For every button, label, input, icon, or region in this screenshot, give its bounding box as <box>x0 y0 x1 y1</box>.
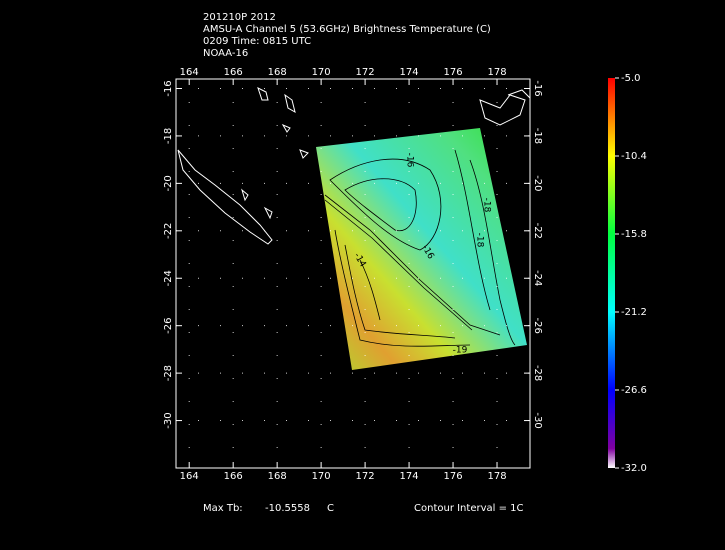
lat-label-left: -18 <box>163 128 174 144</box>
lat-label-right: -18 <box>532 128 543 144</box>
header-line: 0209 Time: 0815 UTC <box>203 36 311 47</box>
lon-label-bottom: 164 <box>180 471 199 482</box>
contour-label: -18 <box>475 233 485 248</box>
lat-label-left: -30 <box>163 412 174 428</box>
lat-label-right: -28 <box>532 365 543 381</box>
max-label: Max Tb: <box>203 503 243 514</box>
colorbar-label: -10.4 <box>621 151 647 162</box>
colorbar-label: -21.2 <box>621 307 647 318</box>
lat-label-right: -30 <box>532 412 543 428</box>
contour-label: -18 <box>482 198 492 213</box>
lat-label-left: -26 <box>163 318 174 334</box>
map-frame <box>175 78 531 469</box>
contour-label: -16 <box>405 153 415 168</box>
colorbar-label: -26.6 <box>621 385 647 396</box>
lon-label-bottom: 170 <box>312 471 331 482</box>
lat-label-right: -16 <box>532 80 543 96</box>
max-value: -10.5558 <box>265 503 310 514</box>
lon-label-bottom: 166 <box>224 471 243 482</box>
lon-label-bottom: 174 <box>400 471 419 482</box>
lat-label-left: -28 <box>163 365 174 381</box>
contour-label: -19 <box>453 346 468 356</box>
header-line: NOAA-16 <box>203 48 248 59</box>
lat-label-right: -20 <box>532 175 543 191</box>
contours <box>324 149 516 347</box>
colorbar-label: -5.0 <box>621 73 641 84</box>
lat-label-right: -22 <box>532 223 543 239</box>
lon-label-bottom: 176 <box>443 471 462 482</box>
colorbar-label: -15.8 <box>621 229 647 240</box>
lon-label-top: 174 <box>400 67 419 78</box>
lon-label-top: 168 <box>268 67 287 78</box>
colorbar-label: -32.0 <box>621 463 647 474</box>
lon-label-top: 170 <box>312 67 331 78</box>
lat-label-right: -24 <box>532 270 543 286</box>
header-line: 201210P 2012 <box>203 12 276 23</box>
contour-interval: Contour Interval = 1C <box>414 503 524 514</box>
lon-label-top: 178 <box>487 67 506 78</box>
lon-label-top: 172 <box>356 67 375 78</box>
lon-label-bottom: 172 <box>356 471 375 482</box>
lon-label-top: 176 <box>443 67 462 78</box>
lon-label-bottom: 168 <box>268 471 287 482</box>
lon-label-bottom: 178 <box>487 471 506 482</box>
lon-label-top: 166 <box>224 67 243 78</box>
lat-label-left: -16 <box>163 80 174 96</box>
header-line: AMSU-A Channel 5 (53.6GHz) Brightness Te… <box>203 24 491 35</box>
coastline <box>177 87 531 245</box>
colorbar <box>608 78 615 468</box>
lat-label-right: -26 <box>532 318 543 334</box>
lat-label-left: -24 <box>163 270 174 286</box>
lon-label-top: 164 <box>180 67 199 78</box>
lat-label-left: -22 <box>163 223 174 239</box>
lat-label-left: -20 <box>163 175 174 191</box>
max-unit: C <box>327 503 334 514</box>
